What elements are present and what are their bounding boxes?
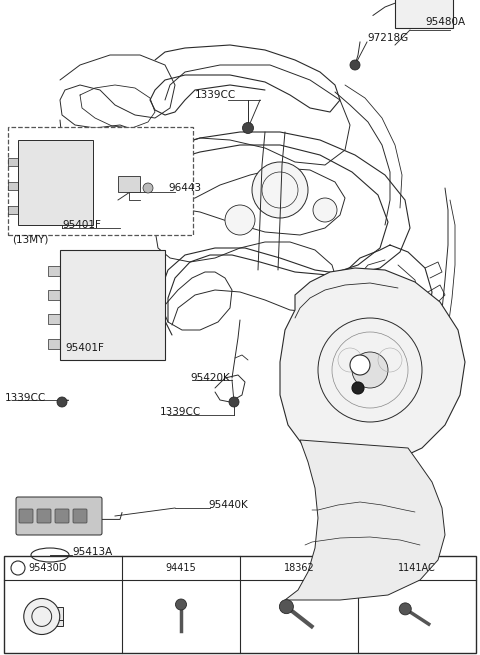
Circle shape: [11, 561, 25, 575]
Circle shape: [350, 355, 370, 375]
Circle shape: [242, 122, 253, 134]
Circle shape: [399, 603, 411, 615]
Polygon shape: [280, 268, 465, 468]
Text: 18362: 18362: [284, 563, 314, 573]
Circle shape: [176, 599, 187, 610]
Bar: [8, 182, 18, 190]
Bar: [8, 127, 193, 235]
Text: 1339CC: 1339CC: [195, 90, 236, 100]
Circle shape: [143, 183, 153, 193]
Text: a: a: [357, 360, 363, 369]
FancyBboxPatch shape: [44, 607, 63, 626]
FancyBboxPatch shape: [37, 509, 51, 523]
FancyBboxPatch shape: [55, 509, 69, 523]
Text: (13MY): (13MY): [12, 235, 48, 245]
Text: 1339CC: 1339CC: [5, 393, 46, 403]
Circle shape: [352, 382, 364, 394]
Bar: [48, 290, 60, 300]
Text: 95440K: 95440K: [208, 500, 248, 510]
Bar: [8, 206, 18, 214]
Circle shape: [57, 397, 67, 407]
Polygon shape: [285, 440, 445, 600]
FancyBboxPatch shape: [19, 509, 33, 523]
Bar: [48, 266, 60, 276]
Bar: [8, 158, 18, 166]
FancyBboxPatch shape: [16, 497, 102, 535]
FancyBboxPatch shape: [73, 509, 87, 523]
Circle shape: [352, 352, 388, 388]
Text: a: a: [15, 563, 21, 572]
Circle shape: [252, 162, 308, 218]
Circle shape: [350, 60, 360, 70]
Circle shape: [279, 599, 293, 614]
Bar: [18, 140, 93, 225]
Text: 95413A: 95413A: [72, 547, 112, 557]
Bar: [118, 176, 140, 192]
Text: 1141AC: 1141AC: [398, 563, 436, 573]
Text: 95480A: 95480A: [425, 17, 465, 27]
Bar: [48, 314, 60, 324]
Text: 95420K: 95420K: [190, 373, 230, 383]
Bar: [4, 556, 476, 653]
Circle shape: [24, 599, 60, 635]
Text: 96443: 96443: [168, 183, 201, 193]
Text: 95401F: 95401F: [65, 343, 104, 353]
Circle shape: [225, 205, 255, 235]
Bar: [395, 0, 453, 28]
Circle shape: [313, 198, 337, 222]
Text: 97218G: 97218G: [367, 33, 408, 43]
Text: 95401F: 95401F: [62, 220, 101, 230]
Text: 94415: 94415: [166, 563, 196, 573]
Bar: [60, 250, 165, 360]
Circle shape: [229, 397, 239, 407]
Bar: [48, 339, 60, 348]
Text: 1339CC: 1339CC: [160, 407, 201, 417]
Text: 95430D: 95430D: [28, 563, 66, 573]
